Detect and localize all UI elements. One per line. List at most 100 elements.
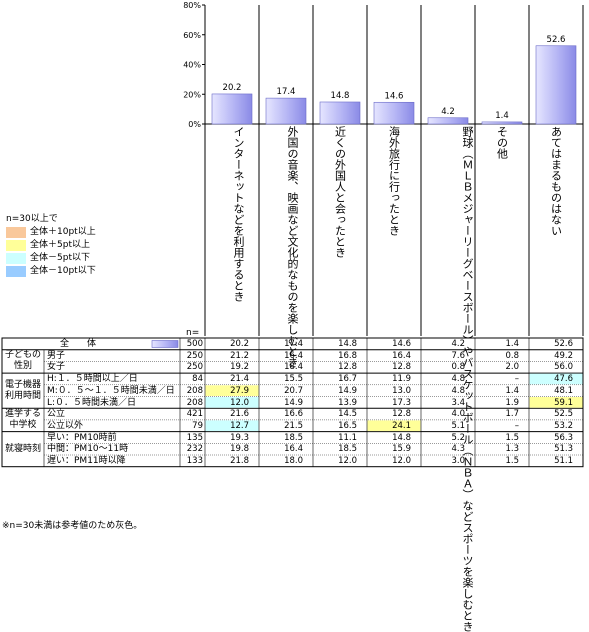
total-row-cell: 17.4 bbox=[284, 339, 303, 349]
legend-swatch-plus10 bbox=[6, 227, 26, 238]
total-row-bar-icon bbox=[151, 340, 179, 348]
category-label: あてはまるものはない bbox=[549, 126, 563, 236]
category-label: 近くの外国人と会ったとき bbox=[333, 126, 347, 258]
table-cell: 0.8 bbox=[505, 350, 519, 361]
table-cell: 12.0 bbox=[230, 397, 249, 408]
table-cell: 52.5 bbox=[554, 409, 573, 420]
table-cell: 21.4 bbox=[230, 374, 249, 385]
table-cell: 47.6 bbox=[554, 374, 573, 385]
table-cell: 1.5 bbox=[505, 432, 519, 443]
legend-label-plus5: 全体＋5pt以上 bbox=[30, 240, 90, 250]
table-cell: 4.0 bbox=[451, 409, 465, 420]
table-cell: 18.0 bbox=[284, 456, 303, 466]
table-cell: 0.8 bbox=[451, 362, 465, 373]
group-label: 就寝時刻 bbox=[4, 443, 41, 454]
bar-chart: 0% 20% 40% 60% 80% 20.2 17.4 14.8 14.6 4.2 1.4 52.6 bbox=[1, 1, 584, 468]
highlight-cell bbox=[205, 385, 259, 396]
category-label: インターネットなどを利用するとき bbox=[232, 126, 245, 302]
table-row-label: 早い：PM10時前 bbox=[47, 432, 117, 443]
bar bbox=[211, 93, 253, 125]
highlight-cell bbox=[205, 397, 259, 408]
table-cell: 27.9 bbox=[230, 385, 249, 396]
group-label: 進学する中学校 bbox=[4, 408, 41, 430]
group-label: 電子機器利用時間 bbox=[4, 379, 41, 401]
total-row-band bbox=[2, 338, 583, 350]
table-cell: 13.9 bbox=[338, 397, 357, 408]
table-row-n: 208 bbox=[186, 385, 203, 396]
table-row-label: H:１．５時間以上／日 bbox=[47, 374, 138, 385]
bar-value-label: 1.4 bbox=[495, 111, 509, 121]
bar bbox=[265, 97, 307, 125]
total-row-n: 500 bbox=[186, 339, 203, 349]
table-cell: 1.3 bbox=[505, 444, 519, 455]
legend-title: n=30以上で bbox=[6, 214, 58, 224]
table-cell: 5.2 bbox=[451, 432, 465, 443]
table-row-label: 男子 bbox=[47, 350, 66, 361]
legend-swatch-minus5 bbox=[6, 253, 26, 264]
y-tick-label: 20% bbox=[183, 90, 201, 99]
table-cell: – bbox=[514, 420, 519, 431]
table-cell: 1.9 bbox=[505, 397, 519, 408]
bar bbox=[535, 45, 577, 125]
legend-item-plus5: 全体＋5pt以上 bbox=[6, 239, 96, 252]
total-row-cell: 4.2 bbox=[451, 339, 465, 349]
table-row-n: 133 bbox=[186, 456, 203, 466]
highlight-cell bbox=[529, 397, 583, 408]
legend-swatch-minus10 bbox=[6, 266, 26, 277]
table-cell: 18.5 bbox=[338, 444, 357, 455]
table-row-label: 女子 bbox=[47, 362, 66, 373]
bar bbox=[319, 101, 361, 125]
table-cell: 12.0 bbox=[392, 456, 411, 466]
table-cell: 7.6 bbox=[451, 350, 465, 361]
table-cell: 3.4 bbox=[451, 397, 465, 408]
table-cell: 4.8 bbox=[451, 374, 465, 385]
total-row-cell: 20.2 bbox=[230, 339, 249, 349]
table-cell: 4.3 bbox=[451, 444, 465, 455]
table-row-n: 84 bbox=[192, 374, 203, 385]
table-cell: 16.4 bbox=[392, 350, 411, 361]
table-cell: 15.5 bbox=[284, 374, 303, 385]
table-row-n: 250 bbox=[186, 350, 203, 361]
table-cell: 16.5 bbox=[338, 420, 357, 431]
table-row-label: L:０．５時間未満／日 bbox=[47, 397, 137, 408]
total-row-cell: 14.6 bbox=[392, 339, 411, 349]
table-cell: 1.4 bbox=[505, 385, 519, 396]
total-row-label: 全 体 bbox=[60, 339, 97, 349]
table-row-label: 公立以外 bbox=[47, 420, 84, 431]
category-label: 野球（ＭＬＢメジャーリーグベースボール）やバスケットボール（ＮＢＡ）などスポーツ… bbox=[461, 126, 474, 632]
table-cell: 49.2 bbox=[554, 350, 573, 361]
total-row-cell: 52.6 bbox=[554, 339, 573, 349]
table-cell: 1.5 bbox=[505, 456, 519, 466]
table-cell: 19.2 bbox=[230, 362, 249, 373]
legend-label-minus5: 全体－5pt以下 bbox=[30, 253, 90, 263]
group-label: 子どもの性別 bbox=[4, 350, 41, 372]
legend: n=30以上で 全体＋10pt以上 全体＋5pt以上 全体－5pt以下 全体－1… bbox=[6, 213, 96, 278]
table-cell: – bbox=[514, 374, 519, 385]
table-cell: 2.0 bbox=[505, 362, 519, 373]
table-cell: 12.8 bbox=[338, 362, 357, 373]
table-cell: 15.9 bbox=[392, 444, 411, 455]
table-cell: 18.5 bbox=[284, 432, 303, 443]
bar-value-label: 14.8 bbox=[331, 91, 350, 101]
bar-value-label: 14.6 bbox=[385, 91, 404, 101]
table-cell: 14.5 bbox=[338, 409, 357, 420]
n-header: n= bbox=[186, 328, 200, 338]
table-cell: 13.0 bbox=[392, 385, 411, 396]
table-row-label: 中間：PM10～11時 bbox=[47, 444, 129, 455]
table-row-n: 208 bbox=[186, 397, 203, 408]
table-cell: 14.8 bbox=[392, 432, 411, 443]
bar-value-label: 20.2 bbox=[223, 83, 242, 93]
table-cell: 19.8 bbox=[230, 444, 249, 455]
bar bbox=[481, 121, 523, 125]
table-row-n: 79 bbox=[192, 420, 203, 431]
bar-value-label: 17.4 bbox=[277, 87, 296, 97]
table-cell: 56.0 bbox=[554, 362, 573, 373]
table-cell: 12.7 bbox=[230, 420, 249, 431]
table-cell: 51.3 bbox=[554, 444, 573, 455]
legend-swatch-plus5 bbox=[6, 240, 26, 251]
table-row-label: M:０．５～１．５時間未満／日 bbox=[47, 385, 175, 396]
table-cell: 16.4 bbox=[284, 350, 303, 361]
table-cell: 5.1 bbox=[451, 420, 465, 431]
table-cell: 51.1 bbox=[554, 456, 573, 466]
table-cell: 12.8 bbox=[392, 409, 411, 420]
